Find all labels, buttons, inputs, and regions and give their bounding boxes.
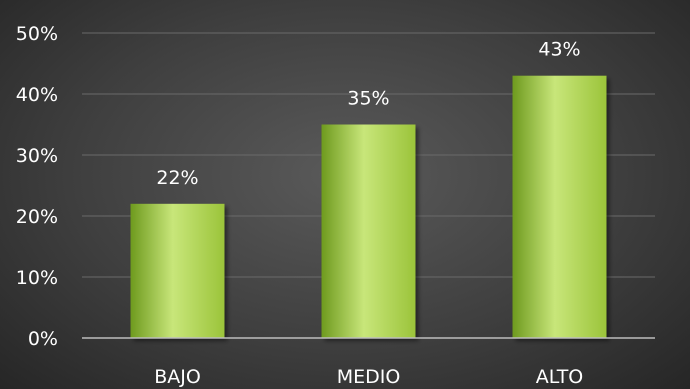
y-axis-tick-labels: 0% 10% 20% 30% 40% 50% [16, 23, 58, 350]
x-tick-label: MEDIO [337, 366, 401, 388]
y-tick-label: 50% [16, 23, 58, 45]
y-tick-label: 20% [16, 206, 58, 228]
x-tick-label: BAJO [154, 366, 201, 388]
bar-bajo [130, 203, 225, 338]
y-tick-label: 10% [16, 267, 58, 289]
bars [130, 75, 607, 338]
data-label: 35% [347, 88, 389, 110]
bar-medio [321, 124, 416, 338]
y-tick-label: 40% [16, 84, 58, 106]
data-labels: 22% 35% 43% [156, 39, 580, 189]
x-tick-label: ALTO [536, 366, 584, 388]
y-tick-label: 30% [16, 145, 58, 167]
y-tick-label: 0% [28, 328, 58, 350]
bar-alto [512, 75, 607, 338]
data-label: 43% [538, 39, 580, 61]
x-axis-tick-labels: BAJO MEDIO ALTO [154, 366, 583, 388]
data-label: 22% [156, 167, 198, 189]
